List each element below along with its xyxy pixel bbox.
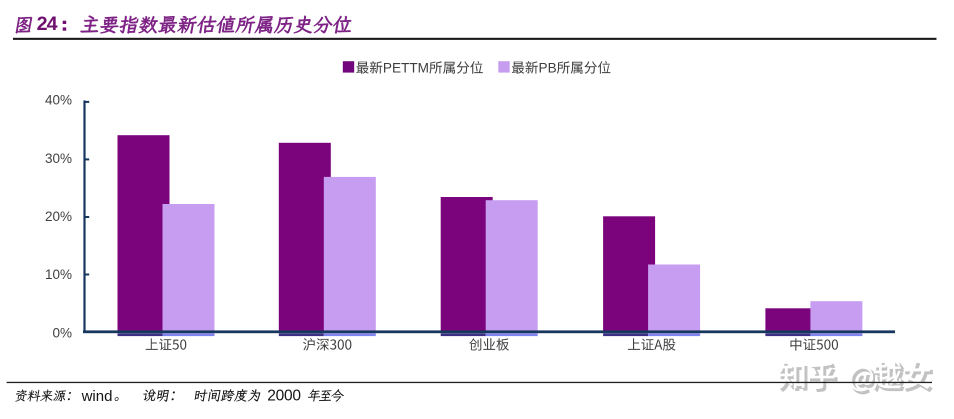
svg-text:10%: 10% [45,267,72,282]
svg-text:2000: 2000 [267,388,301,405]
svg-text:PETTM: PETTM [383,61,429,76]
svg-text:0%: 0% [52,325,72,340]
svg-text:30%: 30% [45,151,72,166]
svg-text:24: 24 [37,13,58,35]
svg-text:40%: 40% [45,93,72,108]
svg-text:20%: 20% [45,209,72,224]
svg-text:wind: wind [81,388,113,405]
svg-text:PB: PB [539,61,557,76]
